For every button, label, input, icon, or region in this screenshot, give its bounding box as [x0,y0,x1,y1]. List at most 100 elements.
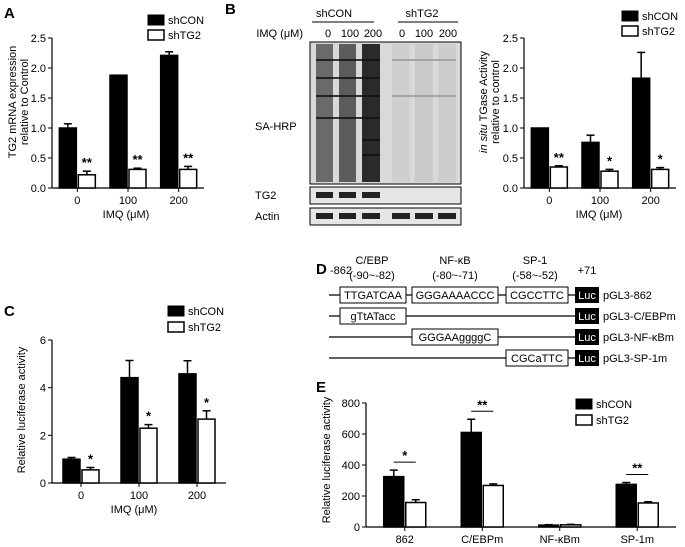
blot-row-tg2: TG2 [255,190,276,202]
chart-e-xtick-label-1: C/EBPm [461,534,503,546]
chart-b-ylabel-1: in situ TGase Activity [478,51,490,153]
western-blot: shCON shTG2 IMQ (μM) 0 100 200 0 100 200… [255,8,462,226]
chart-b-bar-0-0 [530,127,550,189]
chart-a-bar-0-1 [109,74,128,189]
blot-dose-2: 100 [341,28,359,40]
site-nfkb-name: NF-κB [439,255,470,267]
panel-letter-d: D [316,261,327,278]
chart-b-bar-1-2 [650,168,670,189]
construct-4-sp1-seq: CGCaTTC [511,353,563,365]
blot-group-shtg2: shTG2 [405,8,438,20]
chart-e-ytick-label-2: 400 [342,460,360,472]
blot-sa-hrp-lane-6 [438,44,456,182]
chart-e-ytick-label-1: 200 [342,491,360,503]
chart-b-xlabel: IMQ (μM) [576,209,623,221]
blot-sa-hrp-frame [309,41,462,185]
chart-b-legend-swatch-shcon [621,10,639,22]
chart-a-ylabel-1: TG2 mRNA expression [7,46,19,158]
chart-c-sig-2: * [204,395,210,410]
construct-1-cebp-box [339,286,407,304]
site-cebp-range: (-90~-82) [349,270,395,282]
chart-c-sig-1: * [146,409,152,424]
blot-tg2-band-2 [339,192,356,198]
chart-c-xlabel: IMQ (μM) [111,504,158,516]
chart-c-legend-shtg2: shTG2 [188,322,221,334]
chart-a-legend-swatch-shtg2 [147,29,165,41]
chart-e-bar-1-2 [560,524,582,528]
chart-c-xtick-label-2: 200 [188,490,206,502]
construct-4-luc-label: Luc [578,353,596,365]
site-sp1-name: SP-1 [523,255,547,267]
chart-b-bar-1-1 [600,170,619,189]
promoter-end: +71 [578,265,597,277]
chart-c-bar-1-0 [81,469,100,484]
chart-c-ylabel: Relative luciferase activity [16,346,28,473]
blot-sa-hrp-bands-tg2 [392,59,456,97]
blot-tg2-band-1 [316,192,333,198]
chart-c-bar-0-1 [120,376,139,484]
construct-1-cebp-seq: TTGATCAA [344,290,403,302]
panel-letter-e: E [316,379,326,396]
blot-imq-label: IMQ (μM) [256,28,303,40]
chart-b-ytick-label-0: 0.0 [503,183,518,195]
chart-b-bar-0-1 [581,141,600,189]
chart-c-legend-swatch-shtg2 [167,321,185,333]
chart-c-ytick-label-2: 4 [40,383,46,395]
panel-letter-c: C [4,303,15,320]
chart-b-legend-shtg2: shTG2 [642,26,675,38]
blot-row-sa-hrp: SA-HRP [255,121,297,133]
construct-1-nfkb-box [411,286,499,304]
chart-b-ytick-label-5: 2.5 [503,33,518,45]
blot-row-actin: Actin [255,211,279,223]
chart-c-bar-1-1 [139,427,158,484]
chart-b-xtick-label-1: 100 [591,195,609,207]
chart-a-ytick-label-4: 2.0 [31,63,46,75]
chart-a-xtick-label-0: 0 [74,195,80,207]
blot-dose-4: 0 [399,28,405,40]
chart-a-ytick-label-0: 0.0 [31,183,46,195]
blot-actin-band-2 [339,213,356,219]
chart-e-ytick-label-4: 800 [342,398,360,410]
construct-3-nfkb-box [411,328,499,346]
chart-a-ytick-label-5: 2.5 [31,33,46,45]
chart-c-xtick-label-1: 100 [130,490,148,502]
chart-e-sig-3: ** [632,461,643,476]
blot-group-shcon: shCON [316,8,352,20]
construct-2-name: pGL3-C/EBPm [603,311,676,323]
chart-c-legend: shCON shTG2 [167,305,224,334]
site-cebp-name: C/EBP [355,255,388,267]
promoter-diagram: -862 +71 C/EBP (-90~-82) NF-κB (-80~-71)… [329,255,676,367]
blot-actin-frame [309,207,462,226]
construct-3-name: pGL3-NF-κBm [603,332,674,344]
chart-c-ytick-label-0: 0 [40,478,46,490]
chart-a-legend-shcon: shCON [168,15,204,27]
blot-actin-band-3 [362,213,380,219]
chart-c-bar-1-2 [197,418,216,484]
chart-c: Relative luciferase activity IMQ (μM) sh… [16,305,226,516]
chart-e-legend-shcon: shCON [596,399,632,411]
chart-e-bar-1-1 [482,484,504,528]
chart-c-ytick-label-1: 2 [40,430,46,442]
blot-tg2-band-3 [362,192,380,198]
chart-b-legend: shCON shTG2 [621,10,678,38]
chart-e-legend-swatch-shcon [575,398,593,410]
blot-sa-hrp-lane-5 [415,44,433,182]
chart-b-sig-1: * [607,153,613,168]
blot-actin-band-4 [392,213,410,219]
chart-b-ytick-label-2: 1.0 [503,123,518,135]
blot-dose-3: 200 [364,28,382,40]
chart-e-bar-1-3 [637,502,659,528]
chart-e-ytick-label-3: 600 [342,429,360,441]
chart-b-xtick-label-2: 200 [641,195,659,207]
chart-e-sig-0: * [402,448,408,463]
chart-b-sig-2: * [658,152,664,167]
chart-e-xtick-label-0: 862 [396,534,414,546]
panel-letter-b: B [225,1,236,18]
chart-e-bar-0-3 [615,483,637,528]
chart-a-bar-1-2 [178,168,198,189]
construct-1-name: pGL3-862 [603,290,652,302]
blot-sa-hrp-lane-2 [339,44,356,182]
chart-c-bar-0-0 [62,458,81,484]
construct-4-luc-box [575,350,599,366]
blot-dose-1: 0 [325,28,331,40]
